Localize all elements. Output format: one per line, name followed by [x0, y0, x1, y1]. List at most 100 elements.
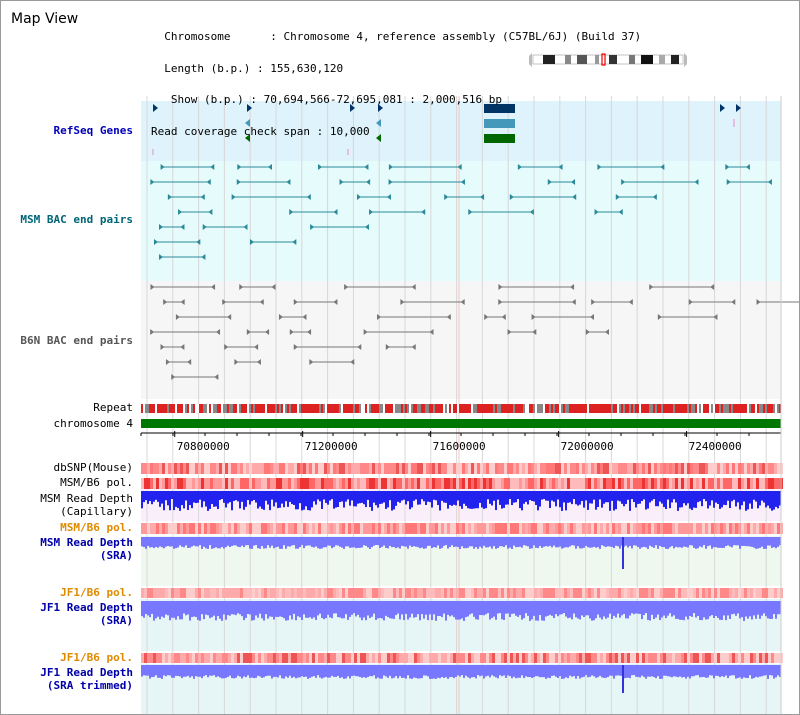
depth-bar [755, 491, 757, 502]
heat-cell [666, 588, 669, 598]
heat-cell [219, 463, 222, 474]
depth-bar [341, 665, 343, 678]
heat-cell [327, 478, 330, 489]
track-label-msm-read-depth-capillary[interactable]: MSM Read Depth [40, 492, 133, 505]
depth-bar [601, 537, 603, 546]
depth-bar [557, 491, 559, 500]
depth-bar [753, 665, 755, 679]
depth-bar [589, 491, 591, 504]
heat-cell [678, 653, 681, 663]
track-label-msm-b6-pol-2[interactable]: MSM/B6 pol. [60, 521, 133, 534]
track-label-jf1-b6-pol[interactable]: JF1/B6 pol. [60, 586, 133, 599]
track-label-chromosome[interactable]: chromosome 4 [53, 417, 133, 430]
depth-bar [689, 601, 691, 616]
depth-bar [445, 537, 447, 546]
depth-bar [151, 491, 153, 505]
depth-bar [605, 665, 607, 678]
depth-bar [433, 491, 435, 500]
depth-bar [547, 665, 549, 678]
depth-bar [507, 665, 509, 676]
heat-cell [552, 463, 555, 474]
depth-bar [213, 601, 215, 616]
track-label-msm-bac[interactable]: MSM BAC end pairs [20, 213, 133, 226]
heat-cell [363, 523, 366, 534]
track-label-repeat[interactable]: Repeat [93, 401, 133, 414]
heat-cell [390, 588, 393, 598]
chromosome-ideogram[interactable] [529, 53, 687, 67]
depth-bar [581, 665, 583, 678]
depth-bar [153, 537, 155, 549]
ideogram-right-arrow-icon[interactable] [684, 53, 687, 67]
ideogram-left-arrow-icon[interactable] [529, 53, 532, 67]
depth-bar [459, 601, 461, 620]
heat-cell [342, 523, 345, 534]
bac-end-icon [468, 209, 473, 215]
depth-bar [677, 665, 679, 678]
depth-bar [143, 491, 145, 503]
heat-cell [306, 653, 309, 663]
track-label-jf1-b6-pol-2[interactable]: JF1/B6 pol. [60, 651, 133, 664]
repeat-segment [159, 404, 161, 413]
repeat-segment [343, 404, 345, 413]
heat-cell [756, 523, 759, 534]
track-label-msm-b6-pol[interactable]: MSM/B6 pol. [60, 476, 133, 489]
heat-cell [351, 523, 354, 534]
track-label-jf1-read-depth-sra[interactable]: JF1 Read Depth [40, 601, 133, 614]
track-label-msm-read-depth-sra[interactable]: MSM Read Depth [40, 536, 133, 549]
depth-bar [693, 537, 695, 548]
depth-bar [443, 491, 445, 503]
heat-cell [372, 478, 375, 489]
heat-cell [162, 653, 165, 663]
heat-cell [411, 523, 414, 534]
depth-bar [635, 601, 637, 614]
heat-cell [231, 653, 234, 663]
repeat-segment [771, 404, 773, 413]
depth-bar [679, 601, 681, 620]
depth-bar [697, 601, 699, 616]
depth-bar [363, 665, 365, 678]
depth-bar [337, 537, 339, 546]
ideogram-band [577, 55, 587, 64]
depth-bar [773, 665, 775, 679]
heat-cell [426, 478, 429, 489]
bac-end-icon [160, 344, 165, 350]
heat-cell [399, 653, 402, 663]
bac-end-icon [713, 314, 718, 320]
heat-cell [360, 478, 363, 489]
heat-cell [237, 588, 240, 598]
heat-cell [369, 653, 372, 663]
depth-bar [225, 491, 227, 508]
heat-cell [552, 523, 555, 534]
repeat-segment [723, 404, 725, 413]
depth-bar [725, 491, 727, 506]
heat-cell [660, 463, 663, 474]
heat-cell [675, 523, 678, 534]
heat-cell [519, 588, 522, 598]
depth-bar [535, 491, 537, 506]
heat-cell [738, 653, 741, 663]
depth-bar [267, 537, 269, 546]
ideogram-band [543, 55, 555, 64]
track-label-refseq-genes[interactable]: RefSeq Genes [53, 124, 133, 137]
track-label-dbsnp[interactable]: dbSNP(Mouse) [53, 461, 133, 474]
depth-bar [501, 491, 503, 509]
depth-bar [331, 537, 333, 549]
heat-cell [624, 653, 627, 663]
depth-bar [339, 537, 341, 547]
bac-end-icon [318, 164, 323, 170]
depth-bar [467, 537, 469, 548]
heat-cell [624, 588, 627, 598]
depth-bar [571, 491, 573, 505]
heat-cell [765, 523, 768, 534]
depth-bar [181, 537, 183, 547]
bac-end-icon [150, 179, 155, 185]
depth-bar [229, 537, 231, 548]
heat-cell [492, 478, 495, 489]
depth-bar [301, 601, 303, 620]
track-label-jf1-read-depth-trimmed[interactable]: JF1 Read Depth [40, 666, 133, 679]
heat-cell [306, 463, 309, 474]
heat-cell [366, 588, 369, 598]
repeat-segment [417, 404, 419, 413]
track-label-b6n-bac[interactable]: B6N BAC end pairs [20, 334, 133, 347]
heat-cell [627, 653, 630, 663]
